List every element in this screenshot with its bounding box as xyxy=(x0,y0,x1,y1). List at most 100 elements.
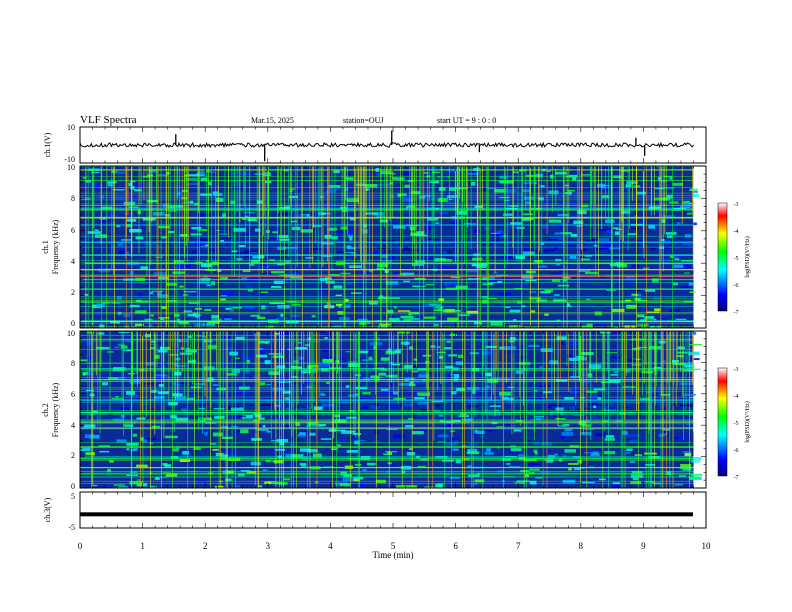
spectrogram-cell xyxy=(220,240,225,242)
spectrogram-cell xyxy=(581,424,591,427)
spectrogram-cell xyxy=(371,251,384,254)
spectrogram-cell xyxy=(543,357,548,362)
spectrogram-cell xyxy=(242,458,252,462)
spectrogram-cell xyxy=(562,219,571,221)
spectrogram-cell xyxy=(444,365,454,369)
spectrogram-band xyxy=(80,476,694,478)
spectrogram-cell xyxy=(306,448,318,453)
spectrogram-cell xyxy=(387,462,392,465)
spectrogram-cell xyxy=(238,245,245,248)
spectrogram-cell xyxy=(432,404,441,407)
spectrogram-cell xyxy=(559,270,569,273)
spectrogram-cell xyxy=(166,171,170,175)
spectrogram-cell xyxy=(445,201,455,205)
spectrogram-cell xyxy=(380,388,389,392)
spectrogram-cell xyxy=(157,391,169,395)
spectrogram-cell xyxy=(114,171,125,175)
spectrogram-cell xyxy=(539,366,543,369)
spectrogram-cell xyxy=(355,386,368,390)
spectrogram-cell xyxy=(117,376,126,381)
spectrogram-cell xyxy=(412,263,424,266)
spectrogram-cell xyxy=(175,396,187,400)
spectrogram-cell xyxy=(143,241,154,246)
spectrogram-cell xyxy=(377,247,389,250)
spectrogram-cell xyxy=(677,346,685,350)
spectrogram-cell xyxy=(185,263,191,268)
spectrogram-cell xyxy=(378,372,387,376)
spectrogram-cell xyxy=(503,429,511,433)
spectrogram-cell xyxy=(272,231,278,234)
spectrogram-cell xyxy=(250,461,262,466)
spectrogram-cell xyxy=(585,240,590,243)
spectrogram-cell xyxy=(132,447,138,451)
spectrogram-cell xyxy=(457,354,463,358)
spectrogram-cell xyxy=(156,174,169,176)
spectrogram-cell xyxy=(587,373,593,378)
spectrogram-band xyxy=(80,370,694,372)
spectrogram-cell xyxy=(322,404,335,407)
spectrogram-cell xyxy=(673,254,682,258)
spectrogram-cell xyxy=(138,377,146,381)
spectrogram-cell xyxy=(348,410,355,413)
spectrogram-cell xyxy=(425,284,434,286)
spectrogram-cell xyxy=(521,218,534,221)
spectrogram-cell xyxy=(370,375,380,379)
spectrogram-band xyxy=(80,381,694,382)
spectrogram-cell xyxy=(542,225,548,229)
xtick-1: 1 xyxy=(140,541,145,551)
date-label: Mar.15, 2025 xyxy=(251,116,294,125)
spectrogram-cell xyxy=(641,371,654,374)
spectrogram-cell xyxy=(558,458,563,462)
spectrogram-cell xyxy=(386,463,395,466)
spectrogram-cell xyxy=(609,356,620,359)
spectrogram-cell xyxy=(158,476,168,479)
spectrogram-cell xyxy=(291,275,296,279)
spectrogram-cell xyxy=(344,298,349,302)
spectrogram-cell xyxy=(581,325,594,328)
spectrogram-cell xyxy=(225,220,230,223)
spectrogram-cell xyxy=(412,370,419,373)
spectrogram-cell xyxy=(414,260,425,263)
spectrogram-cell xyxy=(149,291,154,295)
spectrogram-cell xyxy=(318,423,327,427)
spectrogram-band xyxy=(80,471,694,473)
spectrogram-cell xyxy=(438,211,448,215)
spectrogram-cell xyxy=(463,331,471,334)
spectrogram-cell xyxy=(403,280,410,282)
spectrogram-cell xyxy=(645,429,650,431)
spectrogram-cell xyxy=(351,292,362,294)
spectrogram-cell xyxy=(187,335,193,339)
spectrogram-cell xyxy=(291,376,298,378)
spectrogram-cell xyxy=(494,188,508,193)
spectrogram-cell xyxy=(439,175,448,180)
spectrogram-band xyxy=(80,379,694,381)
spectrogram-cell xyxy=(528,186,538,189)
spectrogram-cell xyxy=(334,231,344,234)
spectrogram-cell xyxy=(229,351,239,356)
spectrogram-cell xyxy=(140,403,150,406)
spectrogram-cell xyxy=(637,222,647,226)
spectrogram-cell xyxy=(658,341,666,344)
spectrogram-cell xyxy=(688,351,700,356)
spectrogram-cell xyxy=(315,211,326,216)
spectrogram-cell xyxy=(254,173,267,175)
spectrogram-cell xyxy=(243,395,251,398)
spectrogram-cell xyxy=(113,484,125,486)
spectrogram-cell xyxy=(324,336,328,340)
spectrogram-cell xyxy=(434,409,440,414)
spectrogram-cell xyxy=(402,419,414,424)
spectrogram-cell xyxy=(279,274,286,277)
spectrogram-cell xyxy=(435,306,444,309)
spectrogram-cell xyxy=(271,271,284,274)
spectrogram-cell xyxy=(691,222,697,226)
spectrogram-cell xyxy=(512,171,519,174)
spectrogram-band xyxy=(80,339,694,340)
spectrogram-cell xyxy=(380,368,387,371)
spectrogram-cell xyxy=(169,429,173,432)
spectrogram-cell xyxy=(309,432,316,436)
spectrogram-cell xyxy=(612,308,625,313)
spectrogram-cell xyxy=(417,402,428,405)
spectrogram-cell xyxy=(237,473,245,477)
spectrogram-cell xyxy=(546,170,551,172)
spectrogram-cell xyxy=(311,424,324,427)
